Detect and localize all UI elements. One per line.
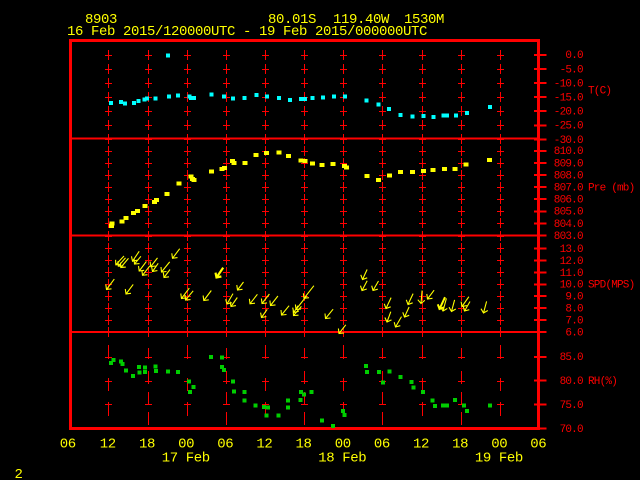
svg-text:16 Feb 2015/120000UTC - 19 Feb: 16 Feb 2015/120000UTC - 19 Feb 2015/0000… [67,24,427,40]
svg-text:18: 18 [139,437,155,453]
svg-text:18 Feb: 18 Feb [318,451,366,467]
svg-text:119.40W: 119.40W [333,12,390,28]
svg-text:17 Feb: 17 Feb [162,451,210,467]
svg-text:70.0: 70.0 [560,424,583,436]
svg-text:7.0: 7.0 [565,316,583,328]
svg-text:-25.0: -25.0 [554,121,583,133]
svg-text:85.0: 85.0 [560,352,583,364]
svg-text:SPD(MPS): SPD(MPS) [588,279,634,291]
svg-text:0.0: 0.0 [565,50,583,62]
svg-text:-30.0: -30.0 [554,135,583,147]
svg-text:80.01S: 80.01S [268,12,316,28]
svg-text:80.0: 80.0 [560,376,583,388]
svg-text:805.0: 805.0 [554,207,583,219]
svg-text:RH(%): RH(%) [588,376,617,388]
svg-text:1530M: 1530M [404,12,444,28]
svg-text:6.0: 6.0 [565,327,583,339]
svg-text:12: 12 [413,437,429,453]
svg-text:810.0: 810.0 [554,146,583,158]
svg-text:809.0: 809.0 [554,158,583,170]
svg-text:807.0: 807.0 [554,183,583,195]
svg-text:8.0: 8.0 [565,304,583,316]
svg-text:18: 18 [295,437,311,453]
svg-text:18: 18 [452,437,468,453]
svg-text:T(C): T(C) [588,86,611,98]
svg-text:00: 00 [491,437,507,453]
svg-text:00: 00 [335,437,351,453]
svg-text:803.0: 803.0 [554,231,583,243]
svg-text:06: 06 [374,437,390,453]
svg-text:804.0: 804.0 [554,219,583,231]
svg-text:11.0: 11.0 [560,268,583,280]
svg-text:-20.0: -20.0 [554,107,583,119]
svg-text:00: 00 [178,437,194,453]
svg-text:-10.0: -10.0 [554,78,583,90]
svg-text:808.0: 808.0 [554,170,583,182]
svg-text:10.0: 10.0 [560,280,583,292]
svg-text:2: 2 [15,467,23,480]
svg-text:-15.0: -15.0 [554,93,583,105]
svg-text:Pre (mb): Pre (mb) [588,183,634,195]
svg-text:75.0: 75.0 [560,400,583,412]
svg-text:19 Feb: 19 Feb [475,451,523,467]
svg-text:9.0: 9.0 [565,292,583,304]
svg-text:12: 12 [100,437,116,453]
svg-text:06: 06 [530,437,546,453]
svg-text:06: 06 [217,437,233,453]
svg-text:12.0: 12.0 [560,256,583,268]
svg-text:13.0: 13.0 [560,244,583,256]
svg-text:06: 06 [60,437,76,453]
svg-text:-5.0: -5.0 [560,64,583,76]
svg-text:806.0: 806.0 [554,195,583,207]
svg-text:8903: 8903 [85,12,117,28]
svg-text:12: 12 [256,437,272,453]
